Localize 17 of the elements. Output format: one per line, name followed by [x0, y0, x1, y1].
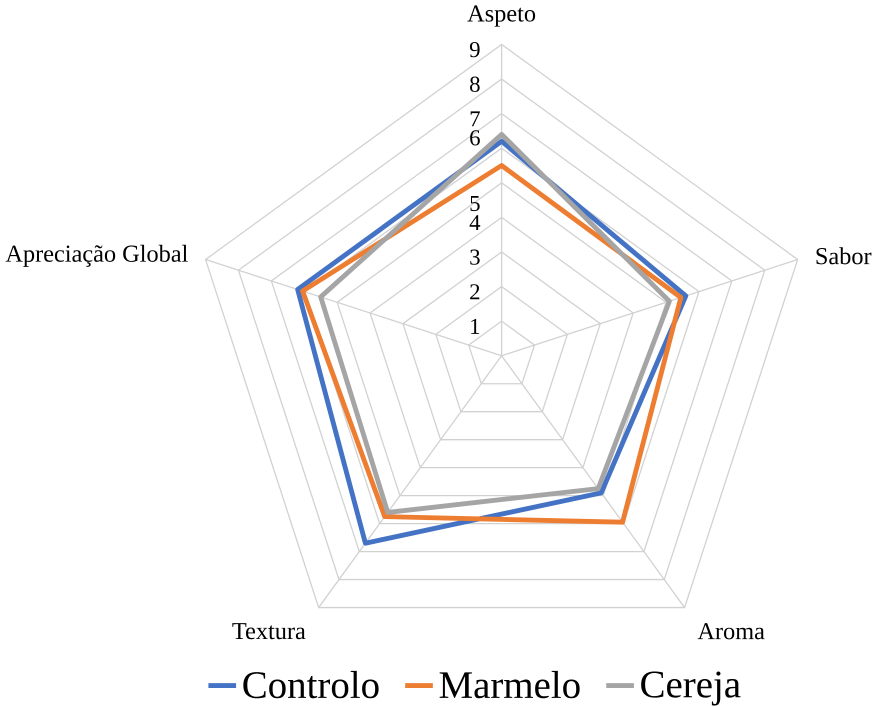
- y-tick-label: 9: [470, 42, 480, 58]
- y-tick-label: 7: [470, 111, 480, 126]
- spoke-label: Aroma: [698, 623, 765, 640]
- legend-label: Cereja: [641, 672, 741, 706]
- legend-label: Controlo: [243, 670, 379, 698]
- y-tick-label: 8: [470, 76, 480, 92]
- legend-label: Marmelo: [440, 670, 580, 698]
- y-tick-label: 5: [470, 196, 480, 212]
- y-tick-label: 2: [470, 284, 480, 300]
- y-tick-label: 4: [470, 215, 480, 230]
- y-tick-label: 1: [471, 318, 480, 334]
- spoke-label: Apreciação Global: [6, 244, 188, 267]
- y-tick-label: 3: [470, 250, 480, 265]
- spoke-label: Sabor: [816, 247, 872, 264]
- spoke-label: Textura: [232, 623, 306, 640]
- y-tick-label: 6: [470, 130, 480, 146]
- spoke-label: Aspeto: [467, 6, 536, 27]
